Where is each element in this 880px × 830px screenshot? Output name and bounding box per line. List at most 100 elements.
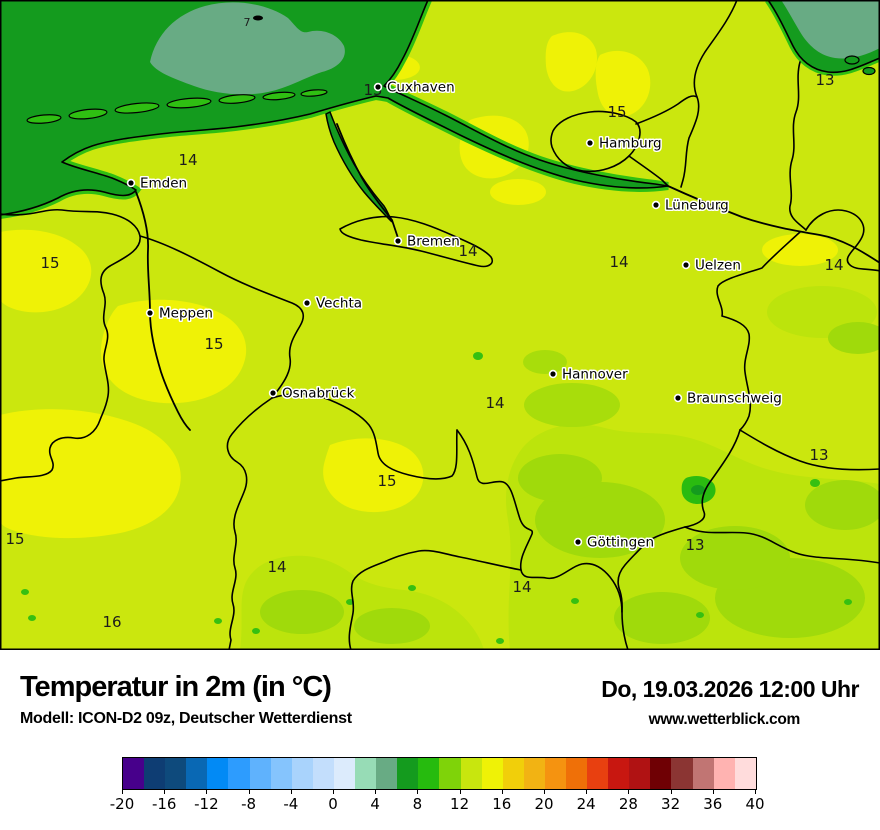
- frisian-islands: [26, 89, 328, 124]
- temperature-label: 14: [178, 151, 197, 169]
- city-marker-braunschweig: Braunschweig: [673, 389, 783, 408]
- svg-text:Lüneburg: Lüneburg: [665, 198, 729, 214]
- svg-text:Bremen: Bremen: [407, 234, 460, 250]
- legend-segment: [565, 758, 588, 789]
- svg-text:Braunschweig: Braunschweig: [687, 391, 782, 407]
- legend-segment: [734, 758, 756, 789]
- city-marker-hamburg: Hamburg: [585, 134, 663, 153]
- legend-tick-label: 0: [328, 795, 338, 813]
- svg-text:Meppen: Meppen: [159, 306, 213, 322]
- legend-tick-label: 36: [703, 795, 723, 813]
- city-marker-hannover: Hannover: [548, 365, 630, 384]
- legend-segment: [460, 758, 482, 789]
- temperature-label: 14: [609, 253, 628, 271]
- svg-text:Osnabrück: Osnabrück: [282, 386, 355, 402]
- svg-text:Vechta: Vechta: [316, 296, 362, 312]
- legend-segment: [312, 758, 334, 789]
- temperature-label: 14: [267, 558, 286, 576]
- legend-tick: [755, 789, 756, 794]
- temperature-label: 14: [485, 394, 504, 412]
- svg-text:Hamburg: Hamburg: [599, 136, 662, 152]
- legend-tick: [586, 789, 588, 794]
- legend-segment: [629, 758, 651, 789]
- temperature-label: 15: [5, 530, 24, 548]
- city-marker-bremen: Bremen: [393, 232, 461, 251]
- state-borders: [0, 0, 880, 650]
- temperature-label: 13: [809, 446, 828, 464]
- legend-tick: [544, 789, 545, 794]
- temperature-label: 15: [204, 335, 223, 353]
- legend-segment: [418, 758, 440, 789]
- temperature-label: 15: [607, 103, 626, 121]
- temperature-label: 15: [377, 472, 396, 490]
- legend-tick: [712, 789, 714, 794]
- legend-tick: [501, 789, 503, 794]
- legend-tick-label: -8: [241, 795, 257, 813]
- legend-segment: [502, 758, 524, 789]
- legend-segment: [692, 758, 714, 789]
- city-marker-osnabrck: Osnabrück: [268, 384, 356, 403]
- legend-tick-label: 20: [534, 795, 554, 813]
- website-label: www.wetterblick.com: [648, 711, 801, 728]
- page-title: Temperatur in 2m (in °C): [20, 671, 332, 703]
- color-scale-bar: [122, 757, 757, 790]
- legend-segment: [249, 758, 271, 789]
- city-marker-uelzen: Uelzen: [681, 256, 742, 275]
- temperature-label: 7: [244, 16, 251, 29]
- legend-tick-label: 32: [661, 795, 681, 813]
- svg-text:Emden: Emden: [140, 176, 187, 192]
- legend-tick-label: -4: [283, 795, 299, 813]
- temperature-map: 7 15 15 14 13 15 14 14 14 15 14 13 15 13 14 14 15 16 Cuxh…: [0, 0, 880, 650]
- weser-river: [336, 123, 399, 239]
- model-subtitle: Modell: ICON-D2 09z, Deutscher Wetterdie…: [20, 710, 352, 727]
- legend-tick: [628, 789, 630, 794]
- legend-tick: [375, 789, 377, 794]
- legend-segment: [481, 758, 503, 789]
- legend-tick-label: 28: [618, 795, 638, 813]
- temperature-label: 14: [458, 242, 477, 260]
- legend-segment: [207, 758, 229, 789]
- city-marker-vechta: Vechta: [302, 294, 364, 313]
- svg-text:Uelzen: Uelzen: [695, 258, 741, 274]
- legend-segment: [671, 758, 693, 789]
- temperature-label: 15: [40, 254, 59, 272]
- legend-segment: [650, 758, 672, 789]
- legend-segment: [228, 758, 250, 789]
- legend-tick: [670, 789, 672, 794]
- map-frame: [0, 0, 880, 650]
- legend-tick-label: -12: [194, 795, 219, 813]
- legend-segment: [165, 758, 187, 789]
- temperature-label: 14: [824, 256, 843, 274]
- legend-segment: [544, 758, 566, 789]
- legend-segment: [355, 758, 377, 789]
- legend-segment: [270, 758, 292, 789]
- legend-tick: [164, 789, 166, 794]
- legend-tick: [122, 789, 123, 794]
- color-scale-ticks: -20 -16 -12 -8 -4 0 4 8 12 16 20 24 28 32 36 40: [110, 789, 765, 813]
- legend-tick: [417, 789, 419, 794]
- city-marker-gttingen: Göttingen: [573, 533, 656, 552]
- sea-grey-patch: [150, 2, 345, 95]
- legend-tick-label: 24: [576, 795, 596, 813]
- legend-tick: [206, 789, 208, 794]
- forecast-datetime: Do, 19.03.2026 12:00 Uhr: [601, 676, 859, 702]
- svg-text:Göttingen: Göttingen: [587, 535, 654, 551]
- city-marker-lneburg: Lüneburg: [651, 196, 730, 215]
- legend-tick-label: 40: [745, 795, 765, 813]
- city-marker-meppen: Meppen: [145, 304, 214, 323]
- temperature-label: 13: [685, 536, 704, 554]
- legend-tick-label: -20: [109, 795, 135, 813]
- temperature-label: 16: [102, 613, 121, 631]
- legend-segment: [439, 758, 461, 789]
- legend-segment: [123, 758, 145, 789]
- svg-text:Hannover: Hannover: [562, 367, 628, 383]
- legend-segment: [186, 758, 208, 789]
- legend-tick: [248, 789, 250, 794]
- legend-segment: [608, 758, 630, 789]
- city-markers: Cuxhaven Hamburg Emden Lüneburg Bremen Uelzen…: [126, 78, 783, 552]
- legend-tick: [459, 789, 461, 794]
- legend-tick: [333, 789, 334, 794]
